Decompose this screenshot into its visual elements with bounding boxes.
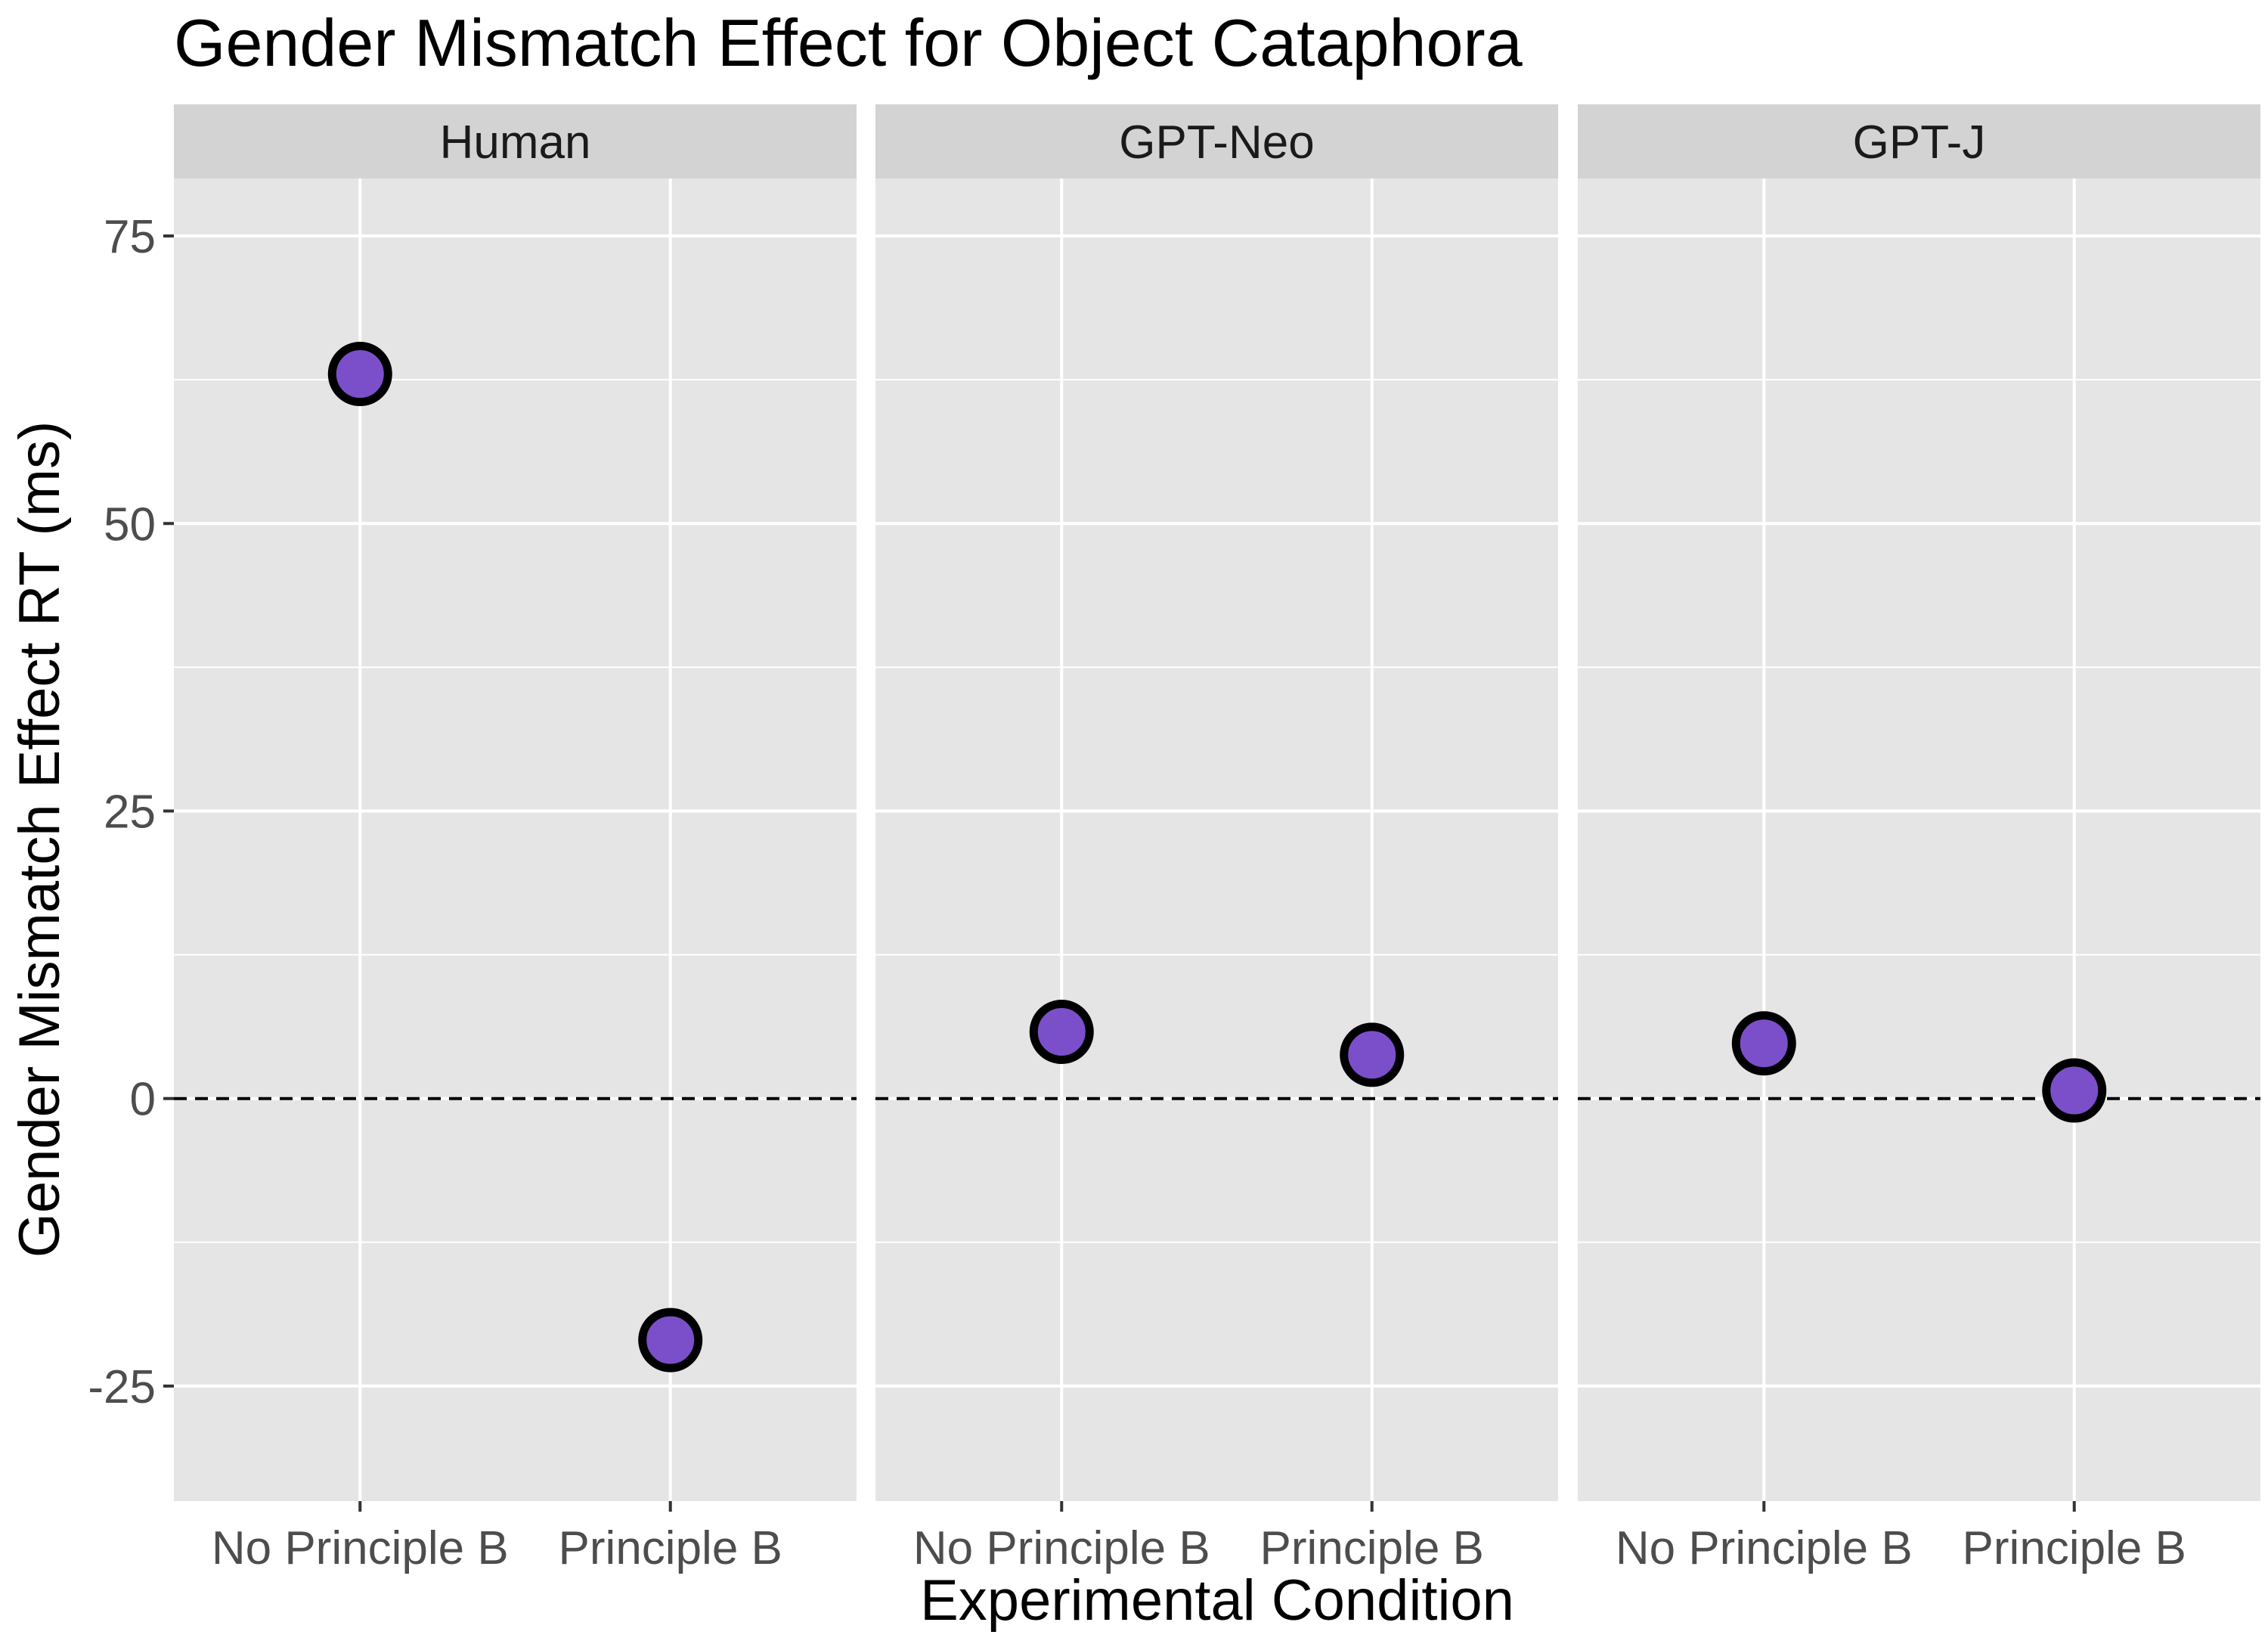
facet-strip-label: Human — [440, 116, 591, 169]
facet-panel-gpt-neo: GPT-Neo No Principle B Principle B — [875, 104, 1558, 1574]
x-tick-label: No Principle B — [212, 1522, 509, 1574]
x-tick-label: No Principle B — [913, 1522, 1210, 1574]
y-tick-label: 50 — [104, 498, 156, 551]
x-tick-label: Principle B — [559, 1522, 782, 1574]
y-tick-label: 75 — [104, 211, 156, 263]
panel-background — [875, 178, 1558, 1501]
facet-panel-human: Human No Principle B Principle B — [174, 104, 857, 1574]
facet-panels: Human No Principle B Principle B GPT-Neo No … — [174, 104, 2260, 1574]
facet-strip-label: GPT-J — [1853, 116, 1986, 169]
panel-background — [174, 178, 857, 1501]
facet-strip — [174, 104, 857, 178]
x-tick-label: Principle B — [1260, 1522, 1484, 1574]
x-tick-label: Principle B — [1963, 1522, 2186, 1574]
y-axis: -25 0 25 50 75 — [88, 211, 174, 1413]
facet-panel-gpt-j: GPT-J No Principle B Principle B — [1578, 104, 2260, 1574]
y-tick-label: -25 — [88, 1361, 156, 1413]
facet-strip — [1578, 104, 2260, 178]
data-point — [1731, 1011, 1796, 1076]
data-point — [327, 342, 392, 407]
x-axis-label: Experimental Condition — [920, 1568, 1514, 1633]
panel-background — [1578, 178, 2260, 1501]
x-tick-label: No Principle B — [1616, 1522, 1913, 1574]
data-point — [1340, 1022, 1405, 1087]
y-axis-label: Gender Mismatch Effect RT (ms) — [8, 421, 72, 1258]
facet-strip-label: GPT-Neo — [1119, 116, 1314, 169]
y-tick-label: 0 — [130, 1074, 156, 1126]
chart-title: Gender Mismatch Effect for Object Cataph… — [174, 5, 1523, 80]
facet-strip — [875, 104, 1558, 178]
data-point — [638, 1307, 703, 1373]
data-point — [1029, 999, 1094, 1064]
y-tick-label: 25 — [104, 786, 156, 838]
data-point — [2042, 1058, 2107, 1123]
